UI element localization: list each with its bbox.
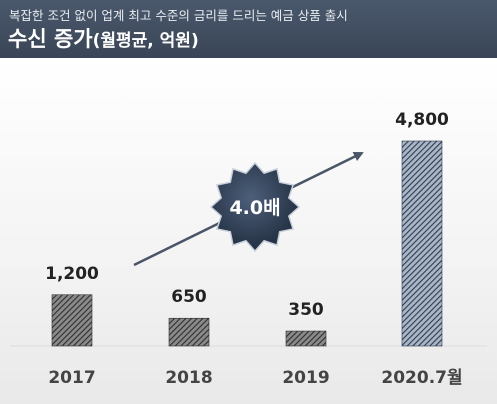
tick-labels-group: 2017 2018 2019 2020.7월 bbox=[48, 368, 462, 388]
badge-shape bbox=[209, 161, 301, 253]
data-label-2019: 350 bbox=[288, 300, 324, 320]
data-labels-group: 1,200 650 350 4,800 bbox=[45, 110, 449, 320]
x-tick-2019: 2019 bbox=[282, 368, 329, 388]
x-tick-2020.7월: 2020.7월 bbox=[381, 368, 462, 388]
bars-group bbox=[51, 140, 443, 347]
x-tick-2017: 2017 bbox=[48, 368, 95, 388]
chart-title: 수신 증가 bbox=[8, 27, 93, 51]
bar-2018 bbox=[168, 317, 210, 347]
header-banner: 복잡한 조건 없이 업계 최고 수준의 금리를 드리는 예금 상품 출시 수신 … bbox=[0, 0, 497, 58]
bar-2020.7월 bbox=[401, 140, 443, 347]
bar-2017 bbox=[51, 294, 93, 347]
chart-unit: (월평균, 억원) bbox=[92, 31, 199, 51]
data-label-2020.7월: 4,800 bbox=[395, 110, 449, 130]
growth-annotation: 4.0배 bbox=[229, 197, 280, 219]
x-tick-2018: 2018 bbox=[165, 368, 212, 388]
header-title-row: 수신 증가(월평균, 억원) bbox=[8, 23, 199, 53]
bar-2019 bbox=[285, 330, 327, 347]
data-label-2018: 650 bbox=[171, 287, 207, 307]
data-label-2017: 1,200 bbox=[45, 264, 99, 284]
growth-badge: 4.0배 bbox=[209, 161, 301, 253]
header-subtitle: 복잡한 조건 없이 업계 최고 수준의 금리를 드리는 예금 상품 출시 bbox=[9, 8, 348, 23]
